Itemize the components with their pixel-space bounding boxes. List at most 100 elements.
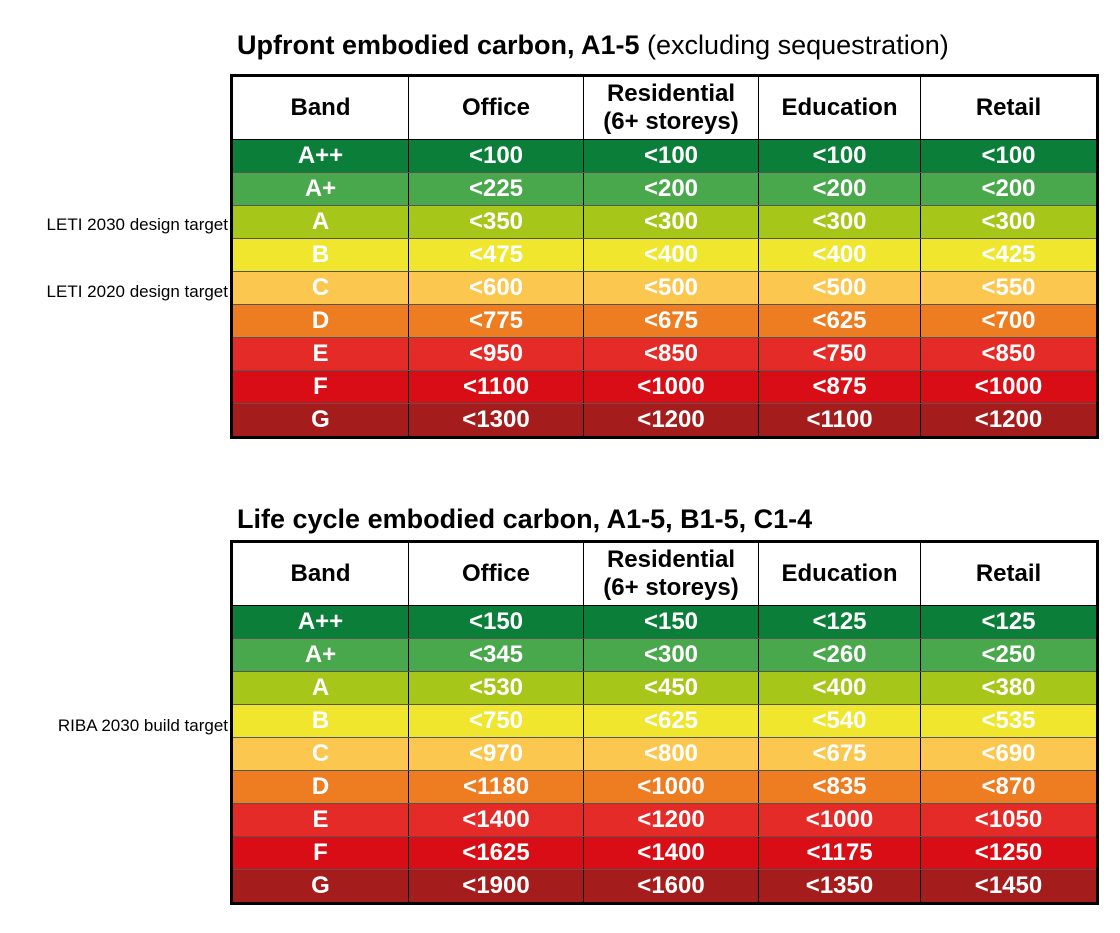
header-cell: Band <box>231 541 409 606</box>
threshold-cell: <100 <box>408 139 584 173</box>
threshold-cell: <425 <box>920 238 1098 272</box>
threshold-cell: <350 <box>408 205 584 239</box>
header-cell: Education <box>758 541 921 606</box>
band-cell: E <box>231 803 409 837</box>
threshold-cell: <625 <box>758 304 921 338</box>
threshold-cell: <1100 <box>758 403 921 438</box>
threshold-cell: <1200 <box>583 803 759 837</box>
threshold-cell: <1100 <box>408 370 584 404</box>
threshold-cell: <550 <box>920 271 1098 305</box>
threshold-cell: <475 <box>408 238 584 272</box>
header-cell: Office <box>408 75 584 140</box>
band-row: C <970 <800 <675 <690 <box>231 737 1098 771</box>
title-sub: (excluding sequestration) <box>647 30 949 60</box>
threshold-cell: <675 <box>583 304 759 338</box>
threshold-cell: <700 <box>920 304 1098 338</box>
rating-table: Band Office Residential (6+ storeys) Educat… <box>230 540 1099 905</box>
threshold-cell: <380 <box>920 671 1098 705</box>
threshold-cell: <400 <box>758 671 921 705</box>
threshold-cell: <500 <box>583 271 759 305</box>
threshold-cell: <1050 <box>920 803 1098 837</box>
band-row: A++ <150 <150 <125 <125 <box>231 605 1098 639</box>
band-row: A <350 <300 <300 <300 <box>231 205 1098 239</box>
threshold-cell: <675 <box>758 737 921 771</box>
threshold-cell: <200 <box>583 172 759 206</box>
threshold-cell: <1175 <box>758 836 921 870</box>
threshold-cell: <1000 <box>583 770 759 804</box>
annotation: LETI 2030 design target <box>46 215 228 234</box>
threshold-cell: <1625 <box>408 836 584 870</box>
band-cell: C <box>231 271 409 305</box>
threshold-cell: <1200 <box>920 403 1098 438</box>
threshold-cell: <1350 <box>758 869 921 904</box>
band-cell: A++ <box>231 605 409 639</box>
threshold-cell: <500 <box>758 271 921 305</box>
band-cell: G <box>231 403 409 438</box>
band-row: D <775 <675 <625 <700 <box>231 304 1098 338</box>
threshold-cell: <100 <box>758 139 921 173</box>
annotation: LETI 2020 design target <box>46 282 228 301</box>
band-row: F <1100 <1000 <875 <1000 <box>231 370 1098 404</box>
threshold-cell: <1250 <box>920 836 1098 870</box>
threshold-cell: <950 <box>408 337 584 371</box>
threshold-cell: <200 <box>920 172 1098 206</box>
threshold-cell: <100 <box>920 139 1098 173</box>
band-cell: C <box>231 737 409 771</box>
band-row: A+ <225 <200 <200 <200 <box>231 172 1098 206</box>
threshold-cell: <300 <box>583 638 759 672</box>
threshold-cell: <125 <box>920 605 1098 639</box>
threshold-cell: <835 <box>758 770 921 804</box>
threshold-cell: <225 <box>408 172 584 206</box>
band-row: A <530 <450 <400 <380 <box>231 671 1098 705</box>
band-row: D <1180 <1000 <835 <870 <box>231 770 1098 804</box>
threshold-cell: <530 <box>408 671 584 705</box>
band-row: E <950 <850 <750 <850 <box>231 337 1098 371</box>
band-cell: A++ <box>231 139 409 173</box>
threshold-cell: <1000 <box>920 370 1098 404</box>
band-row: E <1400 <1200 <1000 <1050 <box>231 803 1098 837</box>
band-cell: G <box>231 869 409 904</box>
header-row: Band Office Residential (6+ storeys) Educat… <box>231 541 1098 606</box>
band-row: B <475 <400 <400 <425 <box>231 238 1098 272</box>
threshold-cell: <1400 <box>408 803 584 837</box>
threshold-cell: <875 <box>758 370 921 404</box>
threshold-cell: <690 <box>920 737 1098 771</box>
band-cell: D <box>231 770 409 804</box>
header-cell: Education <box>758 75 921 140</box>
band-cell: B <box>231 704 409 738</box>
threshold-cell: <100 <box>583 139 759 173</box>
threshold-cell: <150 <box>408 605 584 639</box>
threshold-cell: <200 <box>758 172 921 206</box>
threshold-cell: <1000 <box>583 370 759 404</box>
threshold-cell: <1600 <box>583 869 759 904</box>
threshold-cell: <1450 <box>920 869 1098 904</box>
band-cell: D <box>231 304 409 338</box>
threshold-cell: <750 <box>408 704 584 738</box>
title-main: Upfront embodied carbon, A1-5 <box>237 30 640 60</box>
threshold-cell: <450 <box>583 671 759 705</box>
band-cell: F <box>231 370 409 404</box>
band-cell: F <box>231 836 409 870</box>
threshold-cell: <150 <box>583 605 759 639</box>
band-cell: B <box>231 238 409 272</box>
threshold-cell: <125 <box>758 605 921 639</box>
table-title: Life cycle embodied carbon, A1-5, B1-5, … <box>237 504 812 535</box>
threshold-cell: <870 <box>920 770 1098 804</box>
threshold-cell: <850 <box>583 337 759 371</box>
threshold-cell: <775 <box>408 304 584 338</box>
threshold-cell: <800 <box>583 737 759 771</box>
band-cell: A <box>231 671 409 705</box>
threshold-cell: <1200 <box>583 403 759 438</box>
band-cell: A <box>231 205 409 239</box>
threshold-cell: <300 <box>583 205 759 239</box>
band-row: A++ <100 <100 <100 <100 <box>231 139 1098 173</box>
threshold-cell: <1000 <box>758 803 921 837</box>
threshold-cell: <260 <box>758 638 921 672</box>
rating-table: Band Office Residential (6+ storeys) Educat… <box>230 74 1099 439</box>
band-row: F <1625 <1400 <1175 <1250 <box>231 836 1098 870</box>
threshold-cell: <400 <box>583 238 759 272</box>
threshold-cell: <250 <box>920 638 1098 672</box>
band-cell: A+ <box>231 638 409 672</box>
band-cell: E <box>231 337 409 371</box>
threshold-cell: <970 <box>408 737 584 771</box>
